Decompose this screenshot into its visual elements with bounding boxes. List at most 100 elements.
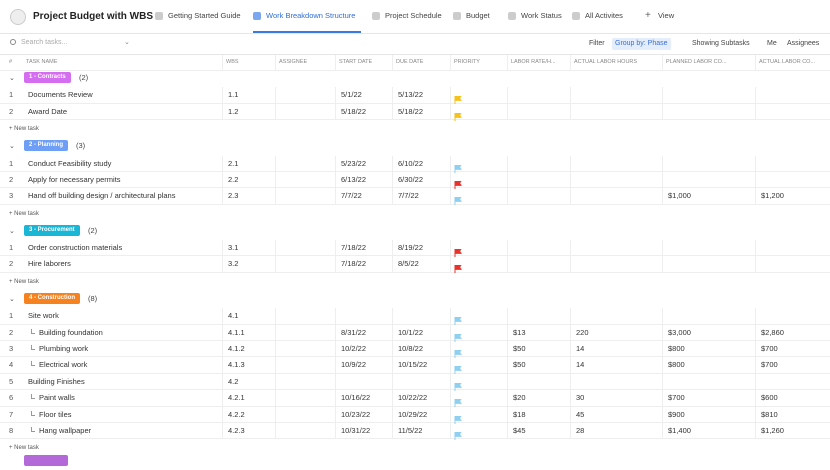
new-task[interactable]: + New task	[9, 278, 39, 285]
group-pill	[24, 455, 68, 467]
priority-flag[interactable]	[454, 329, 462, 342]
task-name[interactable]: Award Date	[28, 106, 68, 116]
cell: 5/1/22	[341, 90, 362, 100]
task-name[interactable]: Electrical work	[39, 360, 88, 370]
tab-icon[interactable]	[253, 12, 261, 20]
priority-flag[interactable]	[454, 411, 462, 424]
group-pill[interactable]: 4 - Construction	[24, 292, 80, 304]
group-chevron[interactable]: ⌄	[9, 143, 15, 151]
task-name[interactable]: Documents Review	[28, 90, 93, 100]
tab-icon[interactable]	[572, 12, 580, 20]
task-name[interactable]: Paint walls	[39, 393, 75, 403]
new-task[interactable]: + New task	[9, 445, 39, 452]
group-pill[interactable]: 3 - Procurement	[24, 224, 80, 236]
priority-flag[interactable]	[454, 108, 462, 121]
group-pill[interactable]: 1 - Contracts	[24, 72, 71, 83]
tab[interactable]: Getting Started Guide	[168, 11, 241, 20]
cell-divider	[222, 324, 223, 341]
task-name[interactable]: Hand off building design / architectural…	[28, 191, 176, 201]
cell: 45	[576, 409, 585, 419]
cell-divider	[507, 87, 508, 104]
cell-divider	[222, 256, 223, 273]
cell: $800	[668, 343, 685, 353]
toolbar-button[interactable]: Assignees	[787, 40, 820, 47]
tab[interactable]: Work Breakdown Structure	[266, 11, 356, 20]
task-name[interactable]: Hire laborers	[28, 259, 71, 269]
priority-flag[interactable]	[454, 378, 462, 391]
task-name[interactable]: Apply for necessary permits	[28, 174, 121, 184]
divider	[0, 33, 830, 34]
tab[interactable]: All Activites	[585, 11, 623, 20]
priority-flag[interactable]	[454, 260, 462, 274]
tab-icon[interactable]	[155, 12, 163, 20]
cell-divider	[392, 188, 393, 205]
cell: 10/22/22	[398, 393, 428, 403]
cell-divider	[335, 240, 336, 257]
priority-flag[interactable]	[454, 244, 462, 257]
tab[interactable]: Budget	[466, 11, 490, 20]
group-chevron[interactable]: ⌄	[9, 295, 15, 303]
column-divider	[392, 55, 393, 70]
group-chevron[interactable]: ⌄	[9, 227, 15, 235]
tab-icon[interactable]	[453, 12, 461, 20]
tab-icon[interactable]: +	[645, 10, 651, 21]
cell: 10/8/22	[398, 343, 424, 353]
cell-divider	[570, 390, 571, 407]
tab-icon[interactable]	[508, 12, 516, 20]
row-border	[0, 187, 830, 189]
priority-flag[interactable]	[454, 192, 462, 206]
new-task[interactable]: + New task	[9, 210, 39, 217]
task-name[interactable]: Plumbing work	[39, 343, 89, 353]
cell-divider	[222, 171, 223, 189]
search-input[interactable]: Search tasks...	[21, 39, 68, 46]
task-name[interactable]: Conduct Feasibility study	[28, 158, 112, 168]
cell-divider	[275, 406, 276, 423]
cell-divider	[755, 373, 756, 391]
cell-divider	[507, 357, 508, 374]
priority-flag[interactable]	[454, 160, 462, 173]
cell: 3.1	[228, 243, 239, 252]
cell: 2.2	[228, 174, 239, 184]
priority-flag[interactable]	[454, 91, 462, 105]
cell-divider	[662, 357, 663, 374]
priority-flag[interactable]	[454, 176, 462, 189]
cell-divider	[755, 357, 756, 374]
cell-divider	[335, 357, 336, 374]
cell: 4.2.1	[228, 393, 245, 403]
cell: $700	[761, 360, 778, 370]
tab-icon[interactable]	[372, 12, 380, 20]
priority-flag[interactable]	[454, 312, 462, 326]
toolbar-button[interactable]: Group by: Phase	[612, 38, 671, 50]
tab[interactable]: Work Status	[521, 11, 562, 20]
priority-flag[interactable]	[454, 361, 462, 375]
cell-divider	[275, 188, 276, 205]
cell-divider	[662, 87, 663, 104]
cell: $810	[761, 409, 778, 419]
priority-flag[interactable]	[454, 394, 462, 408]
priority-flag[interactable]	[454, 427, 462, 440]
new-task[interactable]: + New task	[9, 126, 39, 133]
cell: 1	[9, 90, 14, 100]
active-tab-underline	[253, 31, 361, 33]
cell: 10/2/22	[341, 343, 367, 353]
cell-divider	[570, 373, 571, 391]
tab[interactable]: View	[658, 11, 675, 20]
row-border	[0, 389, 830, 391]
toolbar-button[interactable]: Me	[767, 40, 777, 47]
task-name[interactable]: Floor tiles	[39, 409, 72, 419]
group-chevron[interactable]: ⌄	[9, 75, 15, 82]
cell: 1.1	[228, 90, 239, 100]
task-name[interactable]: Site work	[28, 311, 59, 321]
tab[interactable]: Project Schedule	[385, 11, 442, 20]
cell: 4.2.2	[228, 409, 245, 419]
search-chevron[interactable]: ⌄	[124, 39, 130, 46]
priority-flag[interactable]	[454, 345, 462, 358]
task-name[interactable]: Building foundation	[39, 327, 103, 337]
task-name[interactable]: Hang wallpaper	[39, 425, 92, 435]
group-pill[interactable]: 2 - Planning	[24, 140, 69, 152]
toolbar-button[interactable]: Showing Subtasks	[692, 40, 750, 47]
cell-divider	[755, 256, 756, 273]
task-name[interactable]: Building Finishes	[28, 376, 85, 386]
task-name[interactable]: Order construction materials	[28, 243, 123, 252]
toolbar-button[interactable]: Filter	[589, 40, 605, 47]
